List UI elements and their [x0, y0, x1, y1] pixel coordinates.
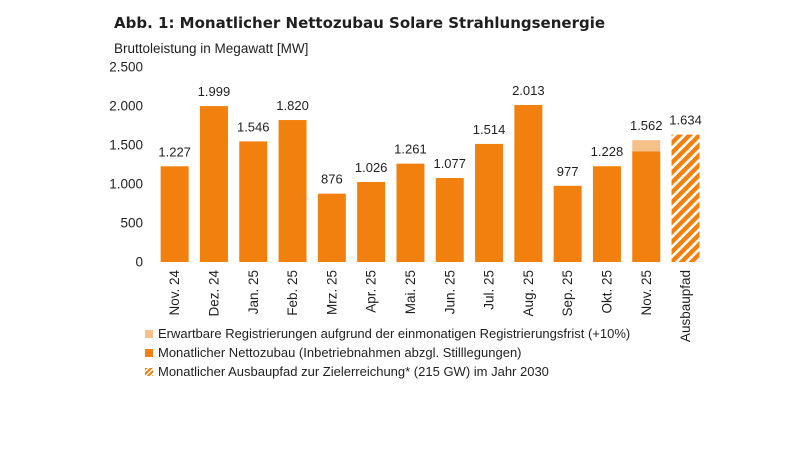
legend-item-nettozubau: Monatlicher Nettozubau (Inbetriebnahmen … [145, 343, 630, 362]
data-label: 1.026 [355, 160, 388, 175]
data-label: 1.634 [669, 113, 702, 128]
legend-label-registrierungen: Erwartbare Registrierungen aufgrund der … [158, 326, 631, 341]
y-tick-label: 500 [120, 216, 143, 231]
bar-ausbaupfad [671, 134, 700, 262]
chart-title: Abb. 1: Monatlicher Nettozubau Solare St… [114, 14, 606, 32]
data-label: 1.514 [473, 122, 506, 137]
y-axis-label: Bruttoleistung in Megawatt [MW] [114, 41, 309, 56]
bar-nettozubau [396, 163, 425, 262]
x-tick-label: Jan. 25 [246, 270, 261, 314]
bar-nettozubau [553, 185, 582, 262]
x-tick-label: Aug. 25 [521, 270, 536, 317]
x-tick-label: Jun. 25 [442, 270, 457, 314]
data-label: 1.077 [433, 156, 466, 171]
legend-item-ausbaupfad: Monatlicher Ausbaupfad zur Zielerreichun… [145, 362, 630, 381]
bar-registrierungen [632, 140, 661, 152]
y-tick-label: 1.000 [109, 177, 143, 192]
y-tick-label: 2.000 [109, 99, 143, 114]
bar-nettozubau [357, 181, 386, 262]
bar-nettozubau [317, 193, 346, 262]
legend-item-registrierungen: Erwartbare Registrierungen aufgrund der … [145, 324, 630, 343]
data-label: 1.228 [591, 144, 624, 159]
bar-nettozubau [435, 177, 464, 262]
data-label: 2.013 [512, 83, 545, 98]
x-tick-label: Mai. 25 [403, 270, 418, 314]
bar-nettozubau [239, 141, 268, 262]
x-tick-label: Jul. 25 [482, 270, 497, 310]
x-axis: Nov. 24 Dez. 24 Jan. 25 Feb. 25 Mrz. 25 Apr. … [167, 270, 693, 343]
bar-nettozubau [592, 166, 621, 262]
bar-nettozubau [160, 166, 189, 262]
bars [160, 104, 700, 263]
legend-swatch-ausbaupfad [145, 367, 153, 376]
x-tick-label: Dez. 24 [206, 270, 221, 317]
legend-label-ausbaupfad: Monatlicher Ausbaupfad zur Zielerreichun… [158, 364, 549, 379]
data-label: 876 [321, 172, 343, 187]
bar-nettozubau [278, 120, 307, 262]
y-tick-label: 2.500 [109, 60, 143, 75]
x-tick-label: Apr. 25 [364, 270, 379, 313]
x-tick-label: Feb. 25 [285, 270, 300, 316]
legend-label-nettozubau: Monatlicher Nettozubau (Inbetriebnahmen … [158, 345, 522, 360]
y-tick-label: 1.500 [109, 138, 143, 153]
x-tick-label: Ausbaupfad [678, 270, 693, 342]
x-tick-label: Okt. 25 [599, 270, 614, 314]
data-labels: 1.227 1.999 1.546 1.820 876 1.026 1.261 1.077 1.… [158, 83, 701, 187]
data-label: 977 [557, 164, 579, 179]
legend-swatch-nettozubau [145, 348, 153, 357]
data-label: 1.546 [237, 119, 270, 134]
legend: Erwartbare Registrierungen aufgrund der … [145, 324, 630, 381]
legend-swatch-registrierungen [145, 329, 153, 338]
x-tick-label: Sep. 25 [560, 270, 575, 317]
bar-nettozubau [514, 104, 543, 263]
bar-nettozubau [199, 106, 228, 262]
data-label: 1.261 [394, 142, 427, 157]
data-label: 1.227 [158, 144, 191, 159]
x-tick-label: Nov. 24 [167, 270, 182, 316]
data-label: 1.562 [630, 118, 663, 133]
x-tick-label: Mrz. 25 [324, 270, 339, 315]
data-label: 1.820 [276, 98, 309, 113]
bar-nettozubau [475, 143, 504, 262]
y-axis: 0 500 1.000 1.500 2.000 2.500 [109, 60, 143, 270]
bar-nettozubau [632, 151, 661, 262]
x-tick-label: Nov. 25 [639, 270, 654, 316]
y-tick-label: 0 [135, 255, 143, 270]
data-label: 1.999 [198, 84, 231, 99]
